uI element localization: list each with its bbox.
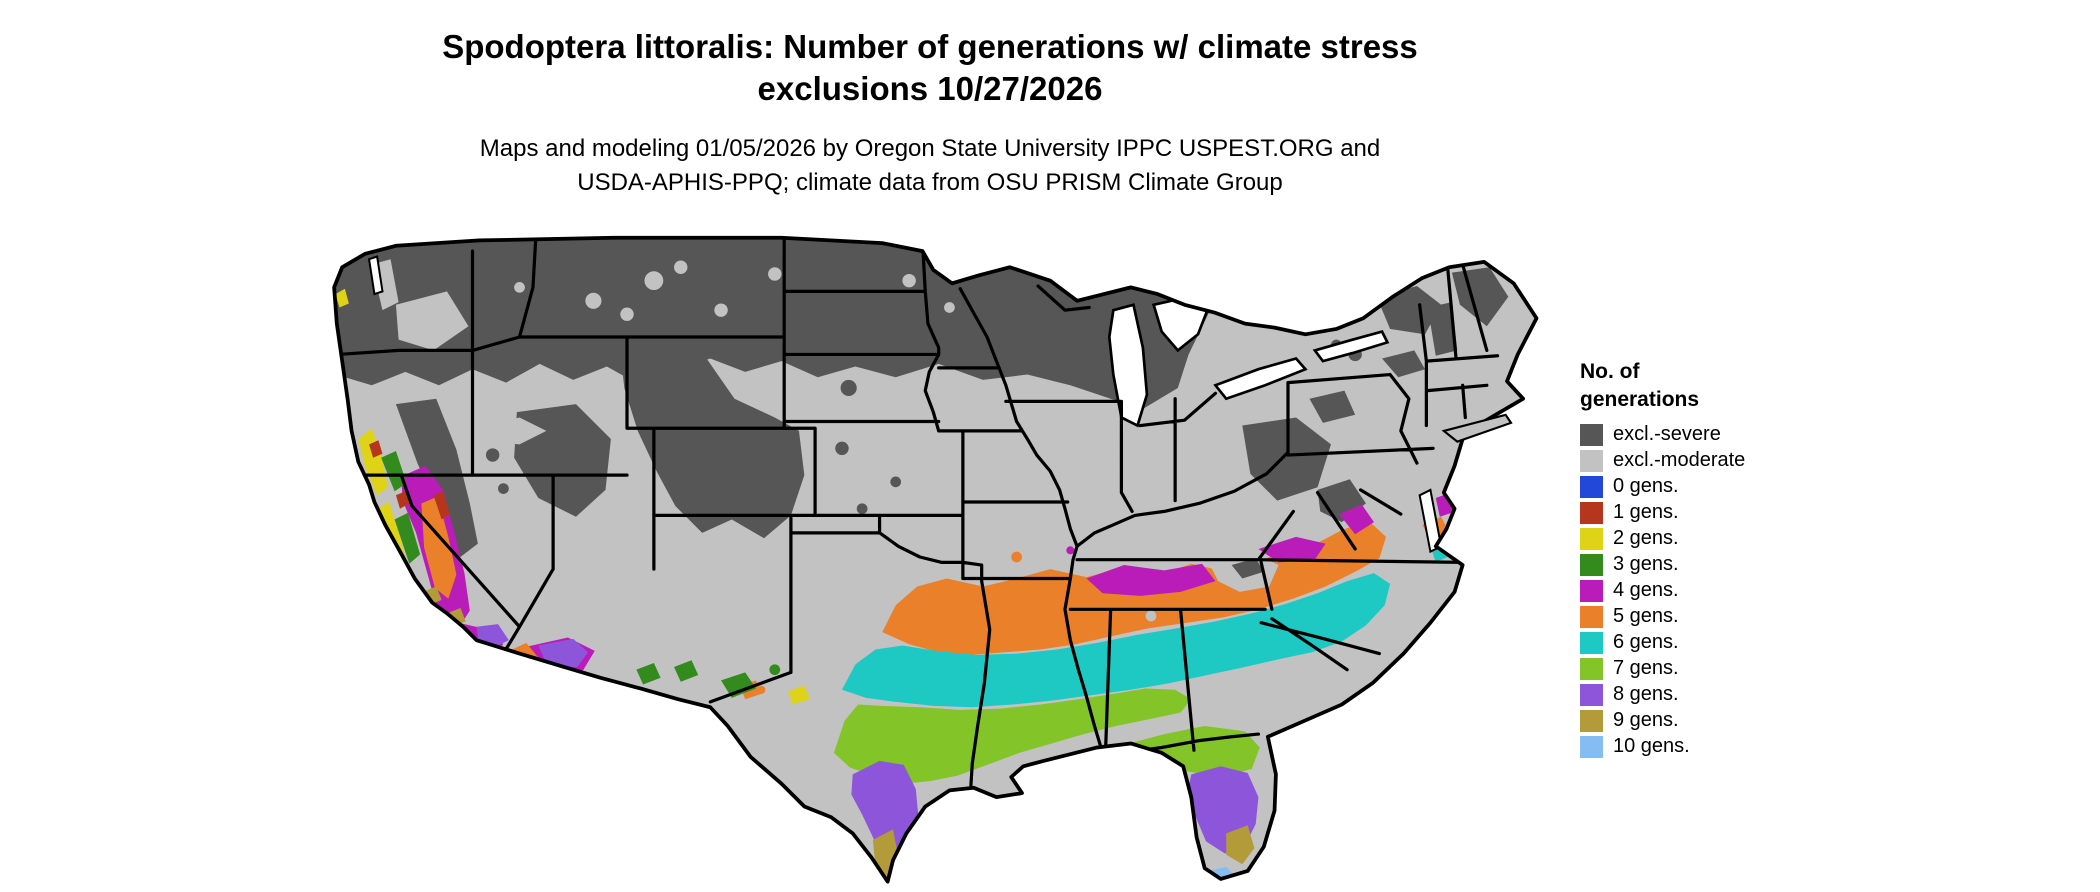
figure-heading: Spodoptera littoralis: Number of generat… xyxy=(0,26,1860,200)
region-8-gens-arizona xyxy=(538,638,589,667)
legend-item: 1 gens. xyxy=(1580,501,1745,524)
legend-swatch xyxy=(1580,605,1603,628)
region-excl-severe-appalachia xyxy=(1242,417,1331,501)
legend-item: 5 gens. xyxy=(1580,605,1745,628)
legend-items: excl.-severe excl.-moderate 0 gens. 1 gens.… xyxy=(1580,423,1745,758)
great-lakes xyxy=(367,255,1443,554)
legend-item: 9 gens. xyxy=(1580,709,1745,732)
region-2-gens-ca-north-coast xyxy=(358,428,388,496)
region-6-gens-band xyxy=(841,573,1391,708)
region-excl-severe-catskills xyxy=(1382,350,1426,378)
region-4-gens-virginia-coast xyxy=(1339,504,1374,535)
legend-swatch xyxy=(1580,527,1603,550)
legend-item-label: 0 gens. xyxy=(1613,475,1679,497)
legend-item: 7 gens. xyxy=(1580,657,1745,680)
region-1-gens-ca-a xyxy=(369,440,383,458)
legend-item-label: excl.-moderate xyxy=(1613,449,1746,471)
legend-item-label: 5 gens. xyxy=(1613,605,1679,627)
subtitle-line-2: USDA-APHIS-PPQ; climate data from OSU PR… xyxy=(577,169,1283,196)
region-3-gens-ca-b xyxy=(394,512,421,564)
legend-item-label: 3 gens. xyxy=(1613,553,1679,575)
region-2-gens-west-texas xyxy=(788,685,810,705)
region-excl-severe-sierra xyxy=(395,398,478,557)
legend-swatch xyxy=(1580,475,1603,498)
legend-item-label: excl.-severe xyxy=(1613,423,1721,445)
legend-item: excl.-severe xyxy=(1580,423,1745,446)
subtitle-line-1: Maps and modeling 01/05/2026 by Oregon S… xyxy=(479,135,1381,162)
lake-michigan xyxy=(1107,303,1149,428)
legend-item-label: 6 gens. xyxy=(1613,631,1679,653)
legend-swatch xyxy=(1580,501,1603,524)
region-excl-severe-rockies xyxy=(620,350,805,539)
region-moderate-snakeplain xyxy=(476,417,547,445)
legend-swatch xyxy=(1580,709,1603,732)
region-8-gens-south-texas xyxy=(851,760,919,855)
legend-item-label: 7 gens. xyxy=(1613,657,1679,679)
legend-swatch xyxy=(1580,683,1603,706)
legend-title-line-2: generations xyxy=(1580,388,1700,411)
map-fill-layers xyxy=(334,237,1537,882)
title-line-2: exclusions 10/27/2026 xyxy=(757,70,1103,107)
us-generations-map xyxy=(332,235,1539,884)
region-3-gens-ca-a xyxy=(381,451,407,492)
puget-sound xyxy=(367,255,384,296)
region-excl-severe-alleghenies xyxy=(1309,390,1356,423)
region-excl-severe-newengland xyxy=(1427,302,1458,356)
legend-item-label: 2 gens. xyxy=(1613,527,1679,549)
legend-swatch xyxy=(1580,423,1603,446)
legend-swatch xyxy=(1580,553,1603,576)
legend-item: excl.-moderate xyxy=(1580,449,1745,472)
legend-item: 10 gens. xyxy=(1580,735,1745,758)
legend-swatch xyxy=(1580,631,1603,654)
legend-swatch xyxy=(1580,579,1603,602)
legend-swatch xyxy=(1580,657,1603,680)
legend: No. of generations excl.-severe excl.-mod… xyxy=(1580,358,1745,761)
legend-swatch xyxy=(1580,735,1603,758)
region-1-gens-foothills xyxy=(433,491,450,520)
lake-erie xyxy=(1213,356,1308,401)
legend-item: 6 gens. xyxy=(1580,631,1745,654)
figure-subtitle: Maps and modeling 01/05/2026 by Oregon S… xyxy=(0,132,1860,200)
legend-title-line-1: No. of xyxy=(1580,360,1640,383)
legend-item-label: 10 gens. xyxy=(1613,735,1690,757)
legend-item: 4 gens. xyxy=(1580,579,1745,602)
region-5-gens-central-valley xyxy=(421,496,457,599)
legend-item: 2 gens. xyxy=(1580,527,1745,550)
map-speckles xyxy=(485,260,1362,694)
figure-title: Spodoptera littoralis: Number of generat… xyxy=(0,26,1860,110)
region-long-island xyxy=(1441,413,1513,443)
title-line-1: Spodoptera littoralis: Number of generat… xyxy=(442,28,1418,65)
legend-item: 0 gens. xyxy=(1580,475,1745,498)
region-3-gens-newmexico-a xyxy=(674,660,699,682)
region-7-gens-band xyxy=(833,688,1192,784)
legend-item-label: 8 gens. xyxy=(1613,683,1679,705)
legend-item-label: 4 gens. xyxy=(1613,579,1679,601)
lake-ontario xyxy=(1312,330,1390,363)
region-9-gens-south-florida xyxy=(1226,825,1255,865)
legend-title: No. of generations xyxy=(1580,358,1745,414)
region-moderate-columbia xyxy=(395,291,469,351)
region-3-gens-west-texas xyxy=(721,672,756,698)
legend-item-label: 1 gens. xyxy=(1613,501,1679,523)
region-4-gens-tennessee xyxy=(1086,563,1216,596)
region-4-gens-carolina xyxy=(1258,536,1326,563)
region-severe-smokies xyxy=(1231,558,1264,579)
region-2-gens-wa-coast xyxy=(335,288,349,308)
us-border-outline xyxy=(332,235,1539,884)
legend-item: 8 gens. xyxy=(1580,683,1745,706)
region-3-gens-newmexico-b xyxy=(636,662,661,685)
legend-swatch xyxy=(1580,449,1603,472)
legend-item: 3 gens. xyxy=(1580,553,1745,576)
region-1-gens-ca-b xyxy=(395,491,410,509)
legend-item-label: 9 gens. xyxy=(1613,709,1679,731)
state-borders xyxy=(336,237,1500,787)
